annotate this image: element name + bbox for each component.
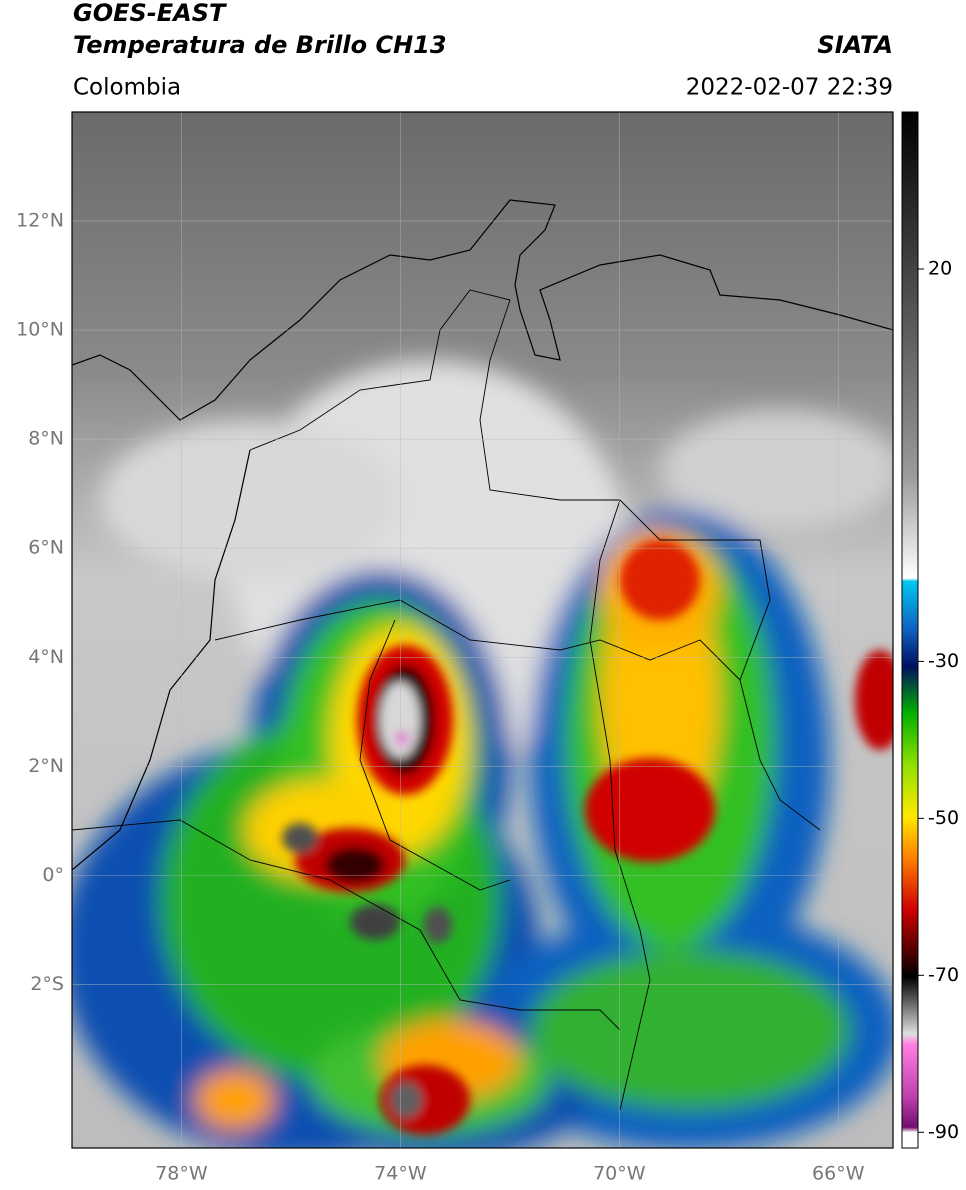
colorbar-label: -70	[928, 964, 959, 986]
region: Colombia	[73, 75, 181, 101]
lon-label: 66°W	[812, 1163, 865, 1185]
map-frame	[71, 111, 894, 1149]
lat-label: 2°S	[30, 973, 64, 995]
lat-label: 8°N	[28, 428, 64, 450]
colorbar-label: 20	[928, 257, 952, 279]
lat-label: 10°N	[16, 319, 64, 341]
lon-label: 78°W	[155, 1163, 208, 1185]
title: GOES-EAST	[73, 0, 227, 27]
lat-label: 4°N	[28, 646, 64, 668]
lon-label: 70°W	[593, 1163, 646, 1185]
lat-label: 6°N	[28, 537, 64, 559]
timestamp: 2022-02-07 22:39	[686, 75, 893, 101]
graticule	[72, 112, 893, 1148]
lat-label: 12°N	[16, 210, 64, 232]
colorbar	[901, 111, 919, 1149]
lon-label: 74°W	[374, 1163, 427, 1185]
lat-label: 2°N	[28, 755, 64, 777]
lat-label: 0°	[42, 864, 64, 886]
colorbar-label: -90	[928, 1121, 959, 1143]
source: SIATA	[817, 31, 893, 59]
colorbar-label: -30	[928, 650, 959, 672]
colorbar-label: -50	[928, 807, 959, 829]
imagery	[72, 112, 893, 1148]
subtitle: Temperatura de Brillo CH13	[73, 31, 447, 59]
